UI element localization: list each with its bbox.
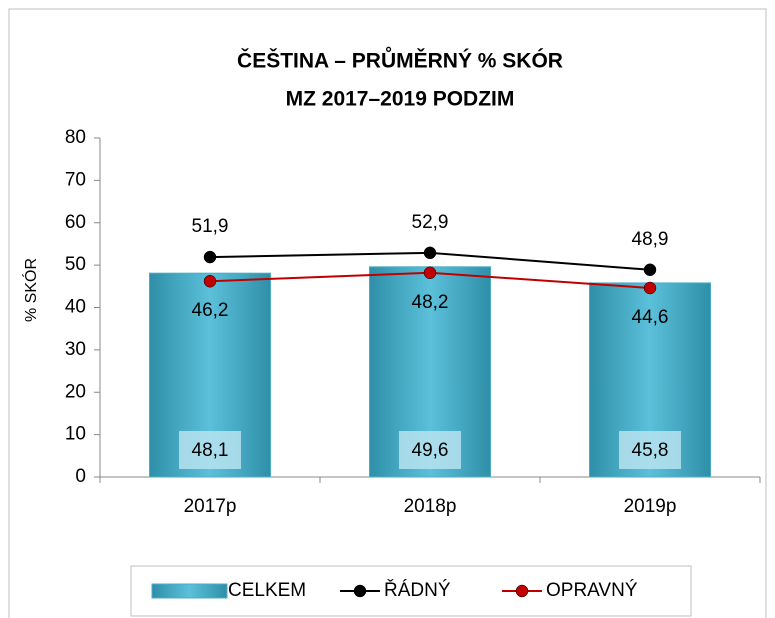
y-tick-label: 40: [65, 297, 86, 318]
legend-label: CELKEM: [228, 580, 306, 601]
legend-label: ŘÁDNÝ: [384, 579, 451, 601]
value-label: 46,2: [192, 300, 229, 321]
value-label: 49,6: [412, 440, 449, 461]
y-tick-label: 50: [65, 254, 86, 275]
value-label-box: [619, 431, 681, 469]
y-tick-label: 80: [65, 127, 86, 148]
y-tick-label: 70: [65, 169, 86, 190]
marker: [203, 250, 217, 264]
x-tick-label: 2018p: [404, 496, 457, 517]
y-tick-label: 10: [65, 424, 86, 445]
value-label: 44,6: [632, 307, 669, 328]
marker: [423, 246, 437, 260]
y-tick-label: 60: [65, 212, 86, 233]
legend-marker: [353, 584, 367, 598]
y-tick-label: 30: [65, 339, 86, 360]
value-label: 45,8: [632, 440, 669, 461]
y-tick-label: 0: [75, 466, 86, 487]
chart-frame: [8, 8, 767, 618]
marker: [643, 263, 657, 277]
marker: [423, 266, 437, 280]
bar: [149, 272, 271, 478]
value-label: 48,1: [192, 440, 229, 461]
x-tick-label: 2017p: [184, 496, 237, 517]
value-label: 52,9: [412, 212, 449, 233]
y-axis-label: % SKÓR: [21, 258, 40, 322]
value-label-box: [179, 431, 241, 469]
value-label: 51,9: [192, 216, 229, 237]
legend-swatch: [151, 583, 228, 599]
marker: [203, 274, 217, 288]
chart-title: ČEŠTINA – PRŮMĚRNÝ % SKÓR: [237, 47, 563, 73]
y-tick-label: 20: [65, 381, 86, 402]
value-label: 48,9: [632, 229, 669, 250]
legend-marker: [515, 584, 529, 598]
value-label: 48,2: [412, 292, 449, 313]
marker: [643, 281, 657, 295]
legend-label: OPRAVNÝ: [546, 580, 638, 601]
chart-subtitle: MZ 2017–2019 PODZIM: [286, 88, 515, 111]
value-label-box: [399, 431, 461, 469]
x-tick-label: 2019p: [624, 496, 677, 517]
